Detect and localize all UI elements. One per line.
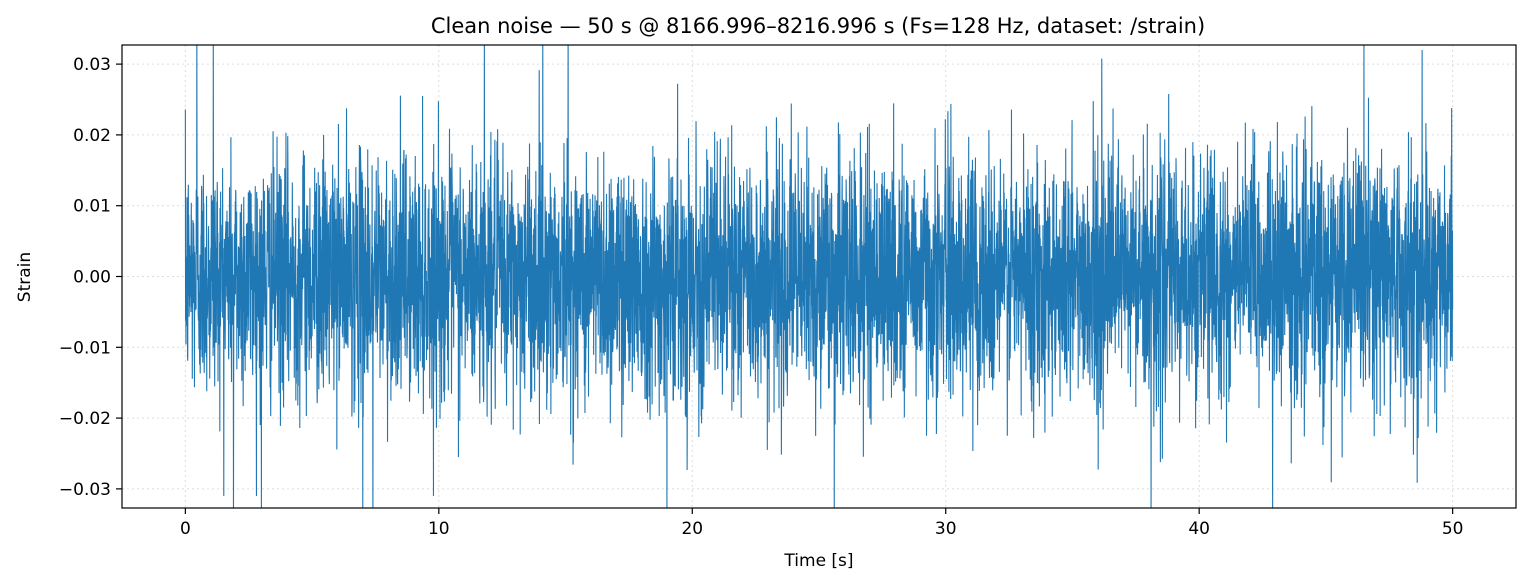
- strain-series-line: [184, 45, 1454, 508]
- y-tick-label: −0.03: [59, 480, 111, 500]
- x-tick-label: 20: [681, 519, 703, 539]
- y-tick-label: −0.02: [59, 409, 111, 429]
- y-tick-label: 0.03: [73, 55, 111, 75]
- plot-area: [184, 45, 1454, 508]
- y-axis-label: Strain: [15, 252, 35, 302]
- y-axis: 0.03 0.02 0.01 0.00 −0.01 −0.02 −0.03: [59, 55, 122, 500]
- y-tick-label: −0.01: [59, 338, 111, 358]
- x-axis: 0 10 20 30 40 50: [180, 508, 1464, 539]
- x-tick-label: 0: [180, 519, 191, 539]
- x-tick-label: 30: [935, 519, 957, 539]
- y-tick-label: 0.02: [73, 126, 111, 146]
- y-tick-label: 0.00: [73, 268, 111, 288]
- x-axis-label: Time [s]: [783, 551, 853, 571]
- y-tick-label: 0.01: [73, 197, 111, 217]
- chart-title: Clean noise — 50 s @ 8166.996–8216.996 s…: [431, 14, 1205, 38]
- x-tick-label: 50: [1442, 519, 1464, 539]
- x-tick-label: 40: [1188, 519, 1210, 539]
- x-tick-label: 10: [428, 519, 450, 539]
